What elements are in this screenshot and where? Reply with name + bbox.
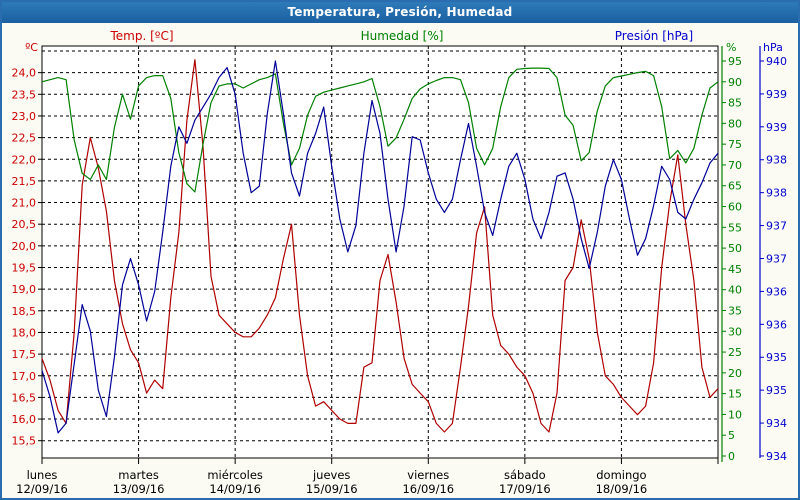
pressure-tick-label: 934: [766, 417, 787, 430]
temp-tick-label: 17,5: [12, 348, 37, 361]
pressure-tick-label: 937: [766, 252, 787, 265]
temp-tick-label: 18,5: [12, 305, 37, 318]
temp-tick-label: 21,5: [12, 175, 37, 188]
percent-tick-label: 35: [728, 304, 742, 317]
percent-tick-label: 90: [728, 76, 742, 89]
temp-tick-label: 19,5: [12, 262, 37, 275]
day-date-label: 17/09/16: [499, 482, 551, 496]
temp-tick-label: 23,5: [12, 88, 37, 101]
temp-tick-label: 17,0: [12, 370, 37, 383]
pressure-tick-label: 937: [766, 220, 787, 233]
percent-tick-label: 40: [728, 284, 742, 297]
day-date-label: 13/09/16: [113, 482, 165, 496]
day-date-label: 18/09/16: [596, 482, 648, 496]
percent-tick-label: 20: [728, 367, 742, 380]
day-date-label: 16/09/16: [402, 482, 454, 496]
day-name-label: martes: [118, 468, 159, 482]
plot-border: [41, 45, 719, 459]
percent-tick-label: 65: [728, 180, 742, 193]
temp-tick-label: 20,5: [12, 218, 37, 231]
percent-tick-label: 75: [728, 138, 742, 151]
pressure-tick-label: 940: [766, 55, 787, 68]
percent-tick-label: 25: [728, 346, 742, 359]
temp-tick-label: 19,0: [12, 283, 37, 296]
temp-tick-label: 22,5: [12, 132, 37, 145]
legend-humidity: Humedad [%]: [360, 29, 444, 43]
day-date-label: 15/09/16: [306, 482, 358, 496]
pressure-tick-label: 934: [766, 450, 787, 463]
percent-tick-label: 95: [728, 55, 742, 68]
percent-tick-label: 60: [728, 201, 742, 214]
plot-background: [42, 46, 718, 458]
window-title: Temperatura, Presión, Humedad: [287, 5, 513, 19]
percent-tick-label: 30: [728, 325, 742, 338]
percent-tick-label: 10: [728, 408, 742, 421]
percent-tick-label: 45: [728, 263, 742, 276]
day-name-label: lunes: [27, 468, 58, 482]
pressure-tick-label: 938: [766, 154, 787, 167]
day-date-label: 12/09/16: [16, 482, 68, 496]
percent-axis-unit: %: [726, 41, 737, 54]
percent-tick-label: 5: [728, 429, 735, 442]
percent-tick-label: 15: [728, 388, 742, 401]
left-axis-unit: ºC: [25, 41, 38, 54]
day-name-label: domingo: [596, 468, 646, 482]
pressure-tick-label: 936: [766, 318, 787, 331]
percent-tick-label: 55: [728, 221, 742, 234]
temp-tick-label: 24,0: [12, 67, 37, 80]
day-name-label: jueves: [312, 468, 350, 482]
pressure-tick-label: 935: [766, 384, 787, 397]
temp-tick-label: 16,5: [12, 391, 37, 404]
series-temp-line: [41, 59, 719, 433]
pressure-tick-label: 935: [766, 351, 787, 364]
percent-tick-label: 0: [728, 450, 735, 463]
temp-tick-label: 23,0: [12, 110, 37, 123]
title-bar: Temperatura, Presión, Humedad: [2, 2, 798, 23]
pressure-tick-label: 938: [766, 187, 787, 200]
temp-tick-label: 16,0: [12, 413, 37, 426]
temp-tick-label: 18,0: [12, 326, 37, 339]
temp-tick-label: 22,0: [12, 153, 37, 166]
series-pct-line: [41, 67, 719, 193]
percent-tick-label: 80: [728, 117, 742, 130]
percent-tick-label: 70: [728, 159, 742, 172]
temp-tick-label: 20,0: [12, 240, 37, 253]
day-date-label: 14/09/16: [209, 482, 261, 496]
temp-tick-label: 21,0: [12, 197, 37, 210]
pressure-tick-label: 939: [766, 121, 787, 134]
legend-temperature: Temp. [ºC]: [110, 29, 174, 43]
pressure-tick-label: 939: [766, 88, 787, 101]
day-name-label: sábado: [504, 468, 546, 482]
day-name-label: miércoles: [207, 468, 263, 482]
percent-tick-label: 50: [728, 242, 742, 255]
series-pres-line: [41, 60, 719, 434]
pressure-axis-unit: hPa: [763, 41, 783, 54]
pressure-tick-label: 936: [766, 285, 787, 298]
percent-tick-label: 85: [728, 97, 742, 110]
legend-pressure: Presión [hPa]: [614, 29, 694, 43]
day-name-label: viernes: [407, 468, 449, 482]
temp-tick-label: 15,5: [12, 435, 37, 448]
